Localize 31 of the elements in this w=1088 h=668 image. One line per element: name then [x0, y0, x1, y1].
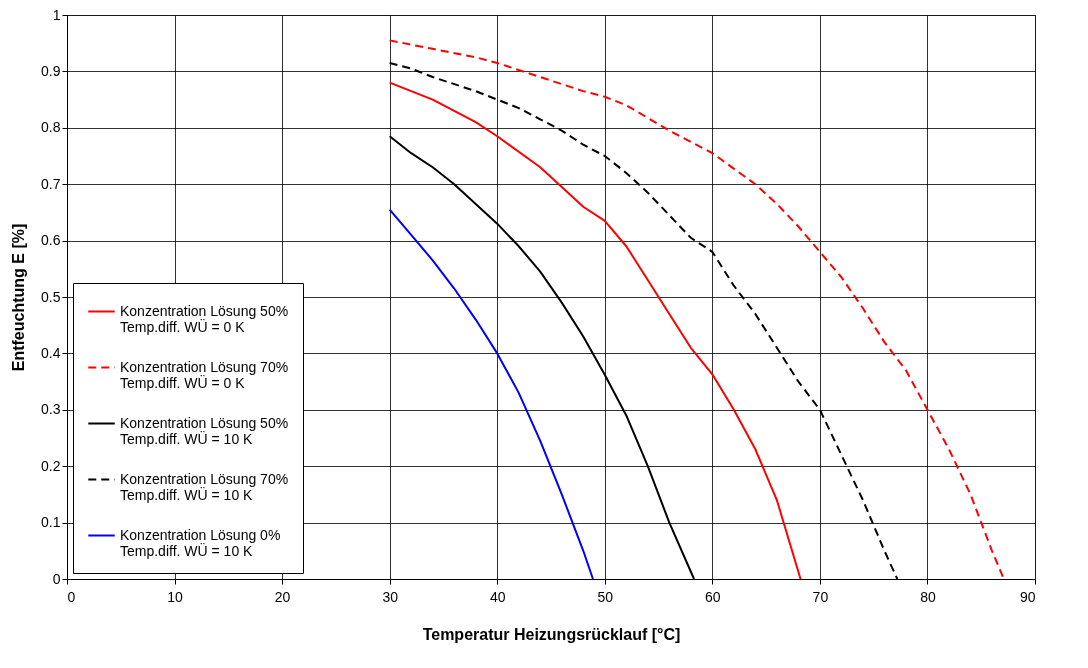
x-tick-label: 70 [812, 588, 829, 605]
y-tick-label: 0 [52, 570, 61, 587]
legend-label: Konzentration Lösung 50% Temp.diff. WÜ = 0 K [120, 302, 289, 335]
line-series [388, 81, 802, 580]
x-tick-label: 50 [597, 588, 614, 605]
x-tick-label: 20 [274, 588, 291, 605]
x-tick-label: 80 [920, 588, 936, 605]
legend-label: Konzentration Lösung 50% Temp.diff. WÜ = 10 K [120, 414, 289, 447]
x-tick-label: 0 [67, 588, 76, 605]
y-tick-label: 0.8 [41, 119, 61, 136]
legend-label: Konzentration Lösung 70% Temp.diff. WÜ = 10 K [120, 470, 289, 503]
y-tick-label: 0.5 [41, 288, 61, 305]
y-tick-label: 0.1 [41, 514, 61, 531]
x-axis-title: Temperatur Heizungsrücklauf [°C] [422, 625, 681, 643]
y-tick-label: 0.3 [41, 401, 61, 418]
x-tick-label: 60 [705, 588, 721, 605]
x-tick-label: 10 [167, 588, 184, 605]
line-series [388, 39, 1005, 580]
y-axis-title: Entfeuchtung E [%] [10, 223, 28, 372]
x-tick-label: 30 [382, 588, 399, 605]
y-tick-label: 0.2 [41, 457, 61, 474]
y-tick-label: 0.7 [41, 175, 61, 192]
y-tick-label: 0.6 [41, 232, 61, 249]
line-series [388, 208, 594, 580]
y-tick-label: 1 [52, 6, 61, 23]
legend-label: Konzentration Lösung 70% Temp.diff. WÜ = 0 K [120, 358, 289, 391]
y-tick-label: 0.9 [41, 62, 61, 79]
x-tick-label: 40 [489, 588, 506, 605]
x-tick-label: 90 [1019, 588, 1036, 605]
legend-label: Konzentration Lösung 0% Temp.diff. WÜ = 10 K [120, 526, 281, 559]
y-tick-label: 0.4 [41, 344, 61, 361]
